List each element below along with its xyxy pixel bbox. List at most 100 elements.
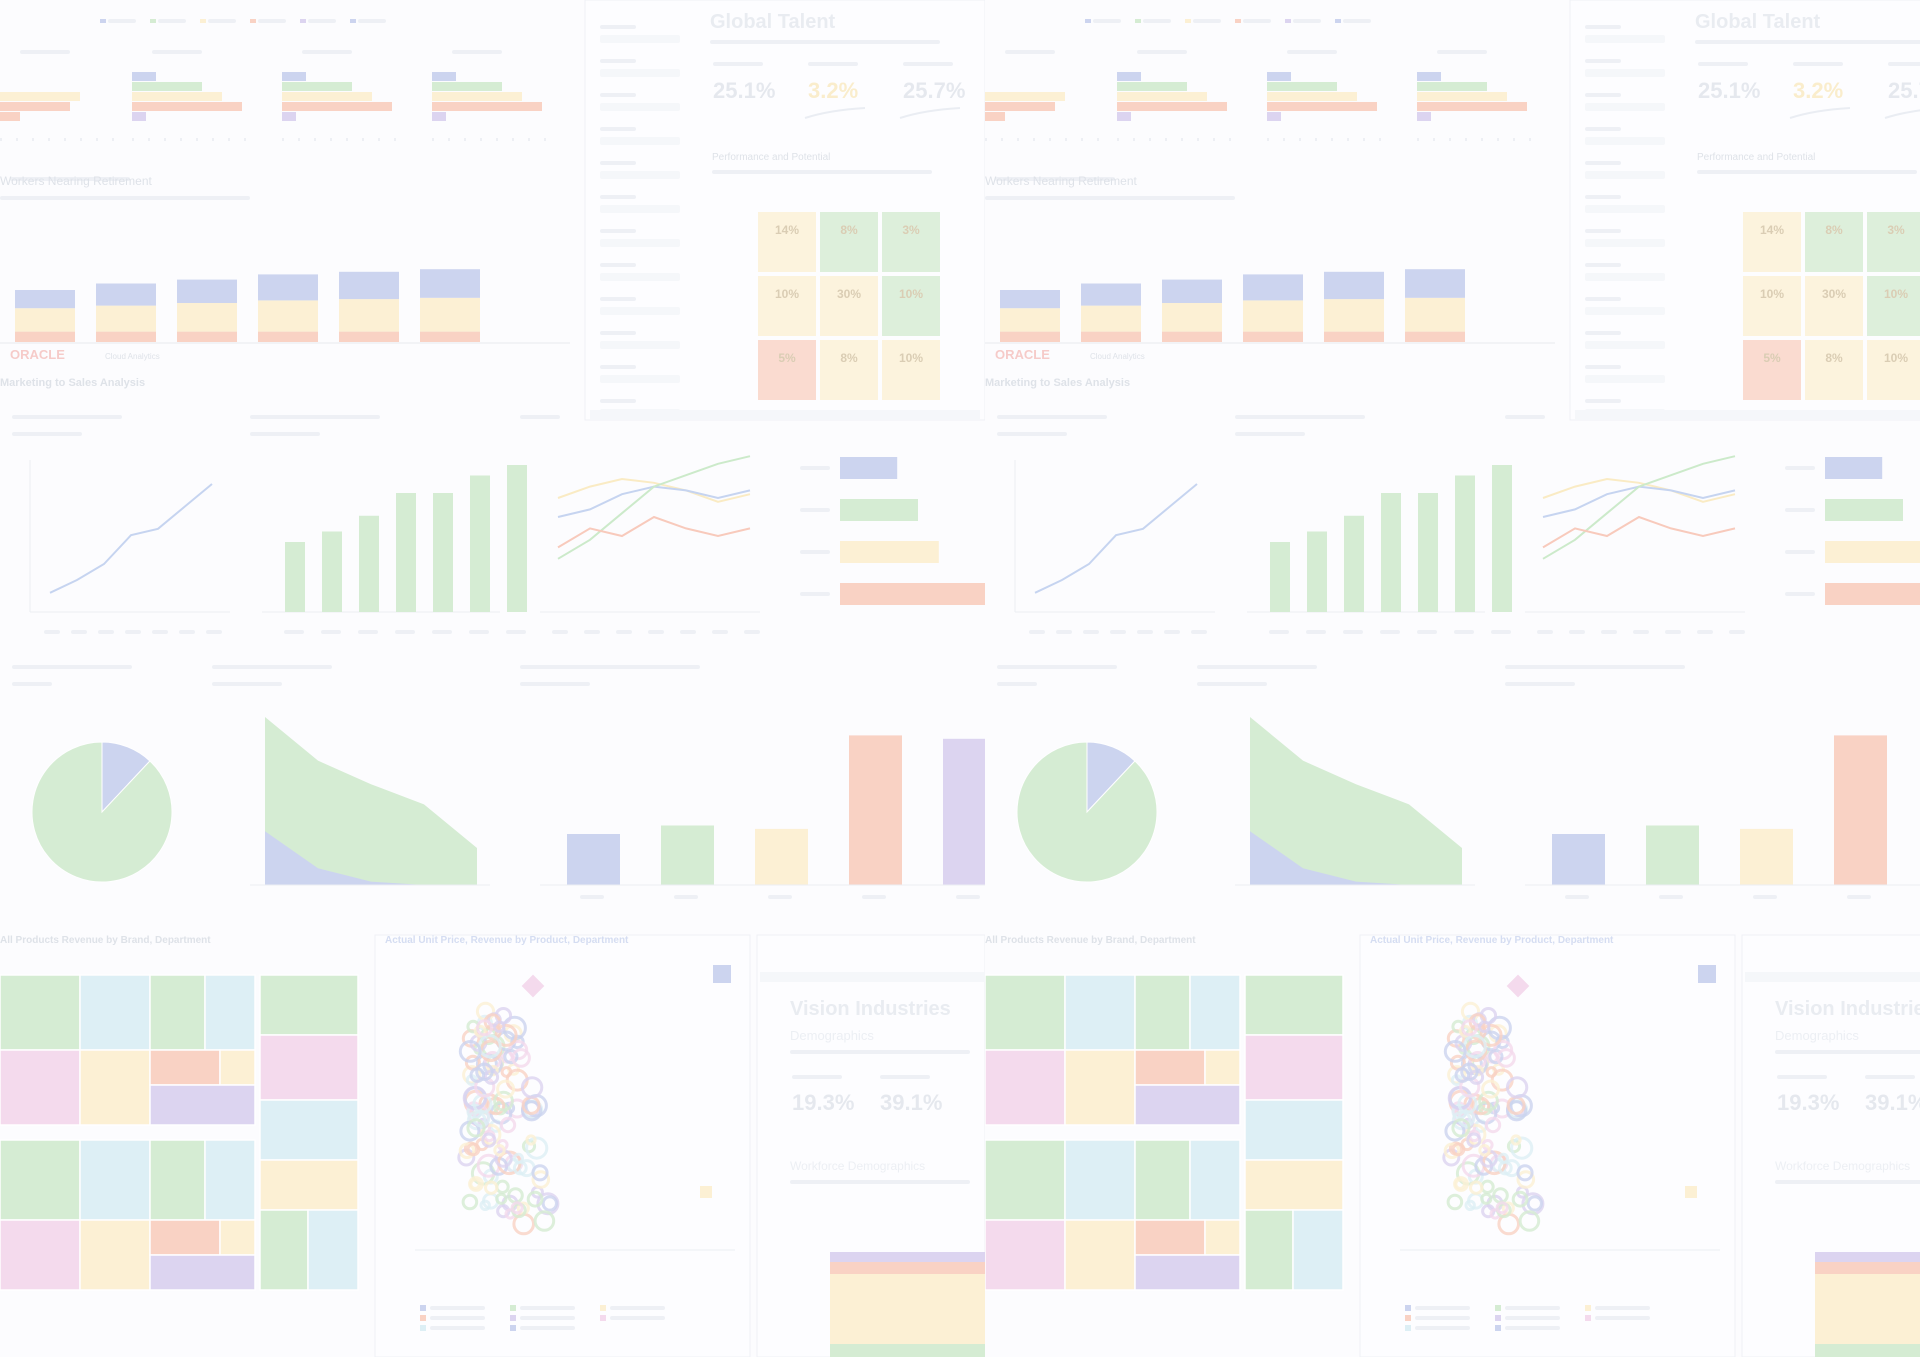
axis-tick [0,138,2,141]
axis-tick [298,138,300,141]
retirement-bar-segment [420,297,480,332]
pipeline-stage-by-source-chart [212,665,490,886]
legend-text [208,19,236,23]
lead-conversion-bar [507,465,527,612]
filter-field [1585,103,1665,111]
stage-label [800,508,830,512]
legend-text [1415,1326,1470,1330]
legend-text [108,19,136,23]
vision-title: Vision Industries [1775,998,1920,1020]
scatter-point [512,1152,525,1164]
retirement-bar-segment [1081,331,1141,342]
lead-conversion-bar [396,493,416,612]
retirement-bar-segment [1405,297,1465,332]
x-tick-label [768,895,792,899]
chart-subtitle [0,196,250,200]
treemap-cell [259,1209,309,1291]
workforce-bar [0,102,70,111]
x-tick-label [1056,630,1072,634]
kpi-value: 39.1% [880,1090,942,1115]
treemap-cell [79,974,151,1051]
oracle-logo: ORACLE [10,347,65,362]
axis-tick [228,138,230,141]
workforce-bar [1417,112,1431,121]
axis-tick [1081,138,1083,141]
workforce-bar-panel [282,50,396,141]
tab-strip [760,972,985,982]
x-tick-label [1137,630,1153,634]
vision-title: Vision Industries [790,998,951,1020]
stage-label [1785,466,1815,470]
x-tick-label [1454,630,1474,634]
legend-swatch [1235,19,1241,23]
workers-nearing-retirement-chart: Workers Nearing Retirement [0,174,570,344]
axis-tick [164,138,166,141]
multi-series-trend-chart [520,415,760,634]
legend-text [1415,1306,1470,1310]
talent-grid-value: 10% [1884,287,1908,301]
kpi-value: 25.1% [1698,78,1760,103]
talent-grid-cell [882,340,940,400]
chart-title [250,415,380,419]
filter-label [600,93,636,97]
lead-conversion-bar [1381,493,1401,612]
treemap-cell [1244,1159,1344,1211]
kpi-label [1865,1075,1915,1079]
axis-tick [132,138,134,141]
legend-swatch [1335,19,1341,23]
retirement-bar-segment [339,299,399,332]
unit-price-revenue-scatter: Actual Unit Price, Revenue by Product, D… [1359,934,1736,1357]
legend-text [1243,19,1271,23]
section-title: Marketing to Sales Analysis [0,377,145,389]
x-tick-label [1164,630,1180,634]
scatter-point [1526,1195,1543,1212]
workforce-bar-panel [985,50,1099,141]
talent-grid-value: 10% [775,287,799,301]
treemap-cell [259,1159,359,1211]
filter-label [1585,263,1621,267]
scatter-point [1460,1062,1479,1082]
scatter-point [1451,1118,1471,1138]
filter-label [600,25,636,29]
retirement-bar-segment [1243,331,1303,342]
workforce-bar [1267,102,1377,111]
legend-text [610,1306,665,1310]
x-tick-label [1491,630,1511,634]
legend-swatch [510,1325,516,1331]
x-tick-label [1697,630,1713,634]
pipeline-revenue-by-source-chart [997,665,1158,883]
axis-tick [1433,138,1435,141]
retirement-bar-segment [1243,274,1303,301]
kpi-sparkline [899,107,961,119]
legend-text [1505,1326,1560,1330]
treemap-cell [0,1049,81,1126]
series-line [1542,455,1736,560]
axis-tick [282,138,284,141]
probability-bar [1834,735,1887,885]
axis-tick [1513,138,1515,141]
demographic-band [830,1262,985,1274]
kpi-sparkline [1789,107,1851,119]
filter-label [600,195,636,199]
app-header: ORACLE Cloud Analytics Marketing to Sales … [0,347,160,389]
workforce-bar [0,112,20,121]
axis-tick [1267,138,1269,141]
talent-grid-value: 10% [899,351,923,365]
talent-grid-value: 10% [1884,351,1908,365]
scatter-point [493,1020,506,1033]
scatter-point [520,1076,544,1099]
panel-title [152,50,202,54]
axis-tick [512,138,514,141]
vision-subtitle: Demographics [1775,1028,1859,1043]
axis-tick [196,138,198,141]
axis-tick [244,138,246,141]
stage-bar [1825,499,1903,521]
scatter-point [466,1118,486,1138]
retirement-bar-segment [339,331,399,342]
panel-title [1437,50,1487,54]
scatter-point [468,1176,484,1192]
scatter-point [496,1079,516,1099]
scatter-point [1457,1109,1476,1128]
workforce-bar [432,102,542,111]
chart-subtitle [12,682,52,686]
